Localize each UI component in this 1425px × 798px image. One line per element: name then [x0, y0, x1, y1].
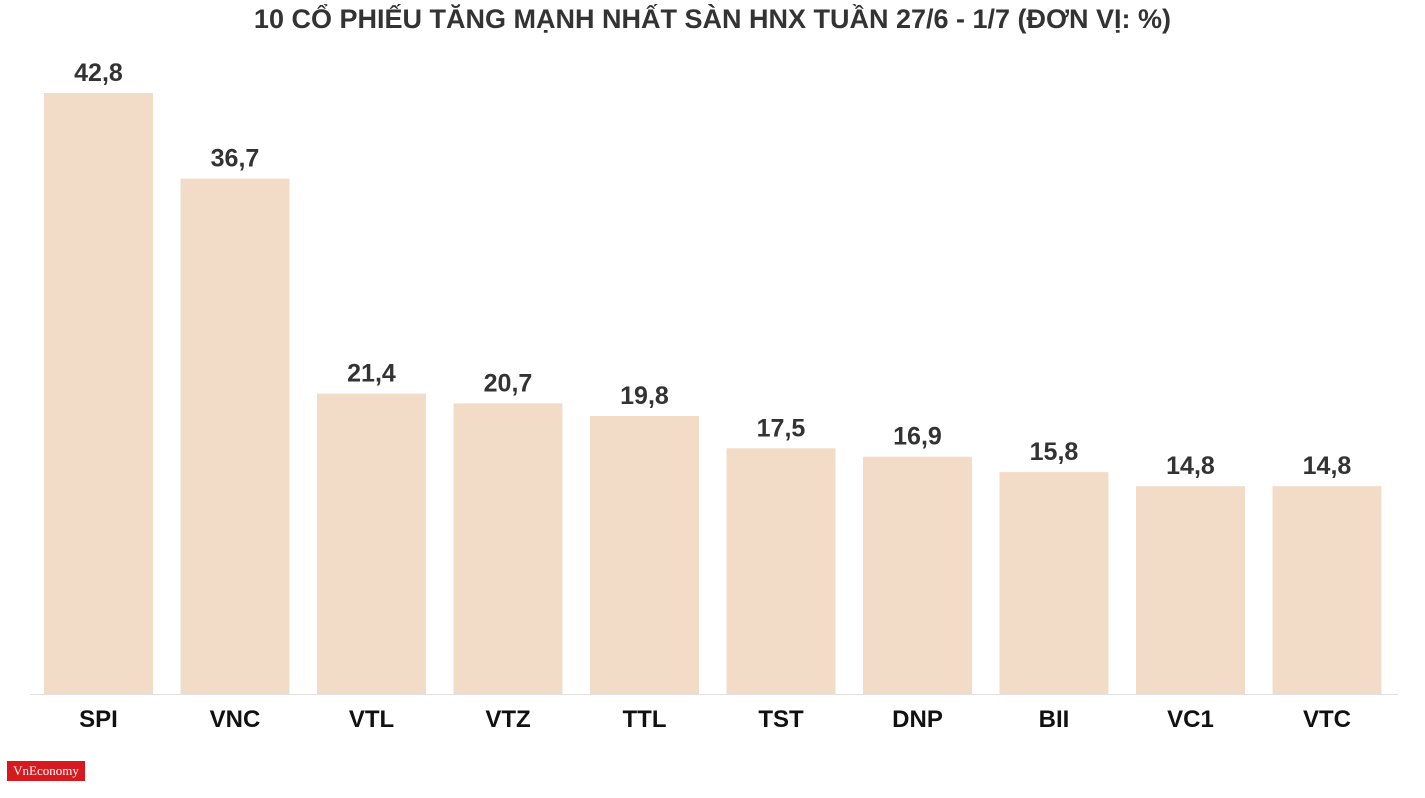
value-label-dnp: 16,9 — [893, 423, 942, 451]
bar-vc1 — [1136, 486, 1245, 694]
x-tick-label-bii: BII — [1039, 706, 1070, 733]
bar-vtz — [453, 403, 563, 694]
bar-dnp — [863, 456, 972, 694]
bar-bii — [999, 472, 1109, 694]
value-label-vnc: 36,7 — [211, 145, 260, 173]
chart-title: 10 CỔ PHIẾU TĂNG MẠNH NHẤT SÀN HNX TUẦN … — [253, 4, 1172, 34]
vneconomy-logo: VnEconomy — [7, 761, 85, 788]
value-label-ttl: 19,8 — [620, 382, 669, 410]
x-tick-label-vtz: VTZ — [485, 706, 530, 733]
value-label-bii: 15,8 — [1030, 438, 1079, 466]
x-tick-label-vtl: VTL — [349, 706, 394, 733]
value-label-vtc: 14,8 — [1303, 452, 1352, 480]
value-label-vc1: 14,8 — [1166, 452, 1215, 480]
x-tick-label-vnc: VNC — [210, 706, 261, 733]
bar-vtl — [317, 393, 426, 694]
x-tick-label-vtc: VTC — [1303, 706, 1351, 733]
value-label-spi: 42,8 — [74, 59, 123, 87]
bar-vtc — [1272, 486, 1382, 694]
x-tick-label-vc1: VC1 — [1167, 706, 1214, 733]
value-label-tst: 17,5 — [757, 414, 806, 442]
value-label-vtl: 21,4 — [347, 360, 396, 388]
x-tick-label-tst: TST — [758, 706, 804, 733]
bar-ttl — [590, 415, 699, 694]
x-tick-label-spi: SPI — [79, 706, 118, 733]
value-label-vtz: 20,7 — [484, 369, 533, 397]
bar-tst — [726, 448, 836, 694]
bar-spi — [44, 93, 153, 694]
bar-vnc — [180, 178, 290, 694]
logo-wordmark: VnEconomy — [7, 761, 85, 781]
x-tick-label-ttl: TTL — [623, 706, 667, 733]
x-tick-label-dnp: DNP — [892, 706, 943, 733]
